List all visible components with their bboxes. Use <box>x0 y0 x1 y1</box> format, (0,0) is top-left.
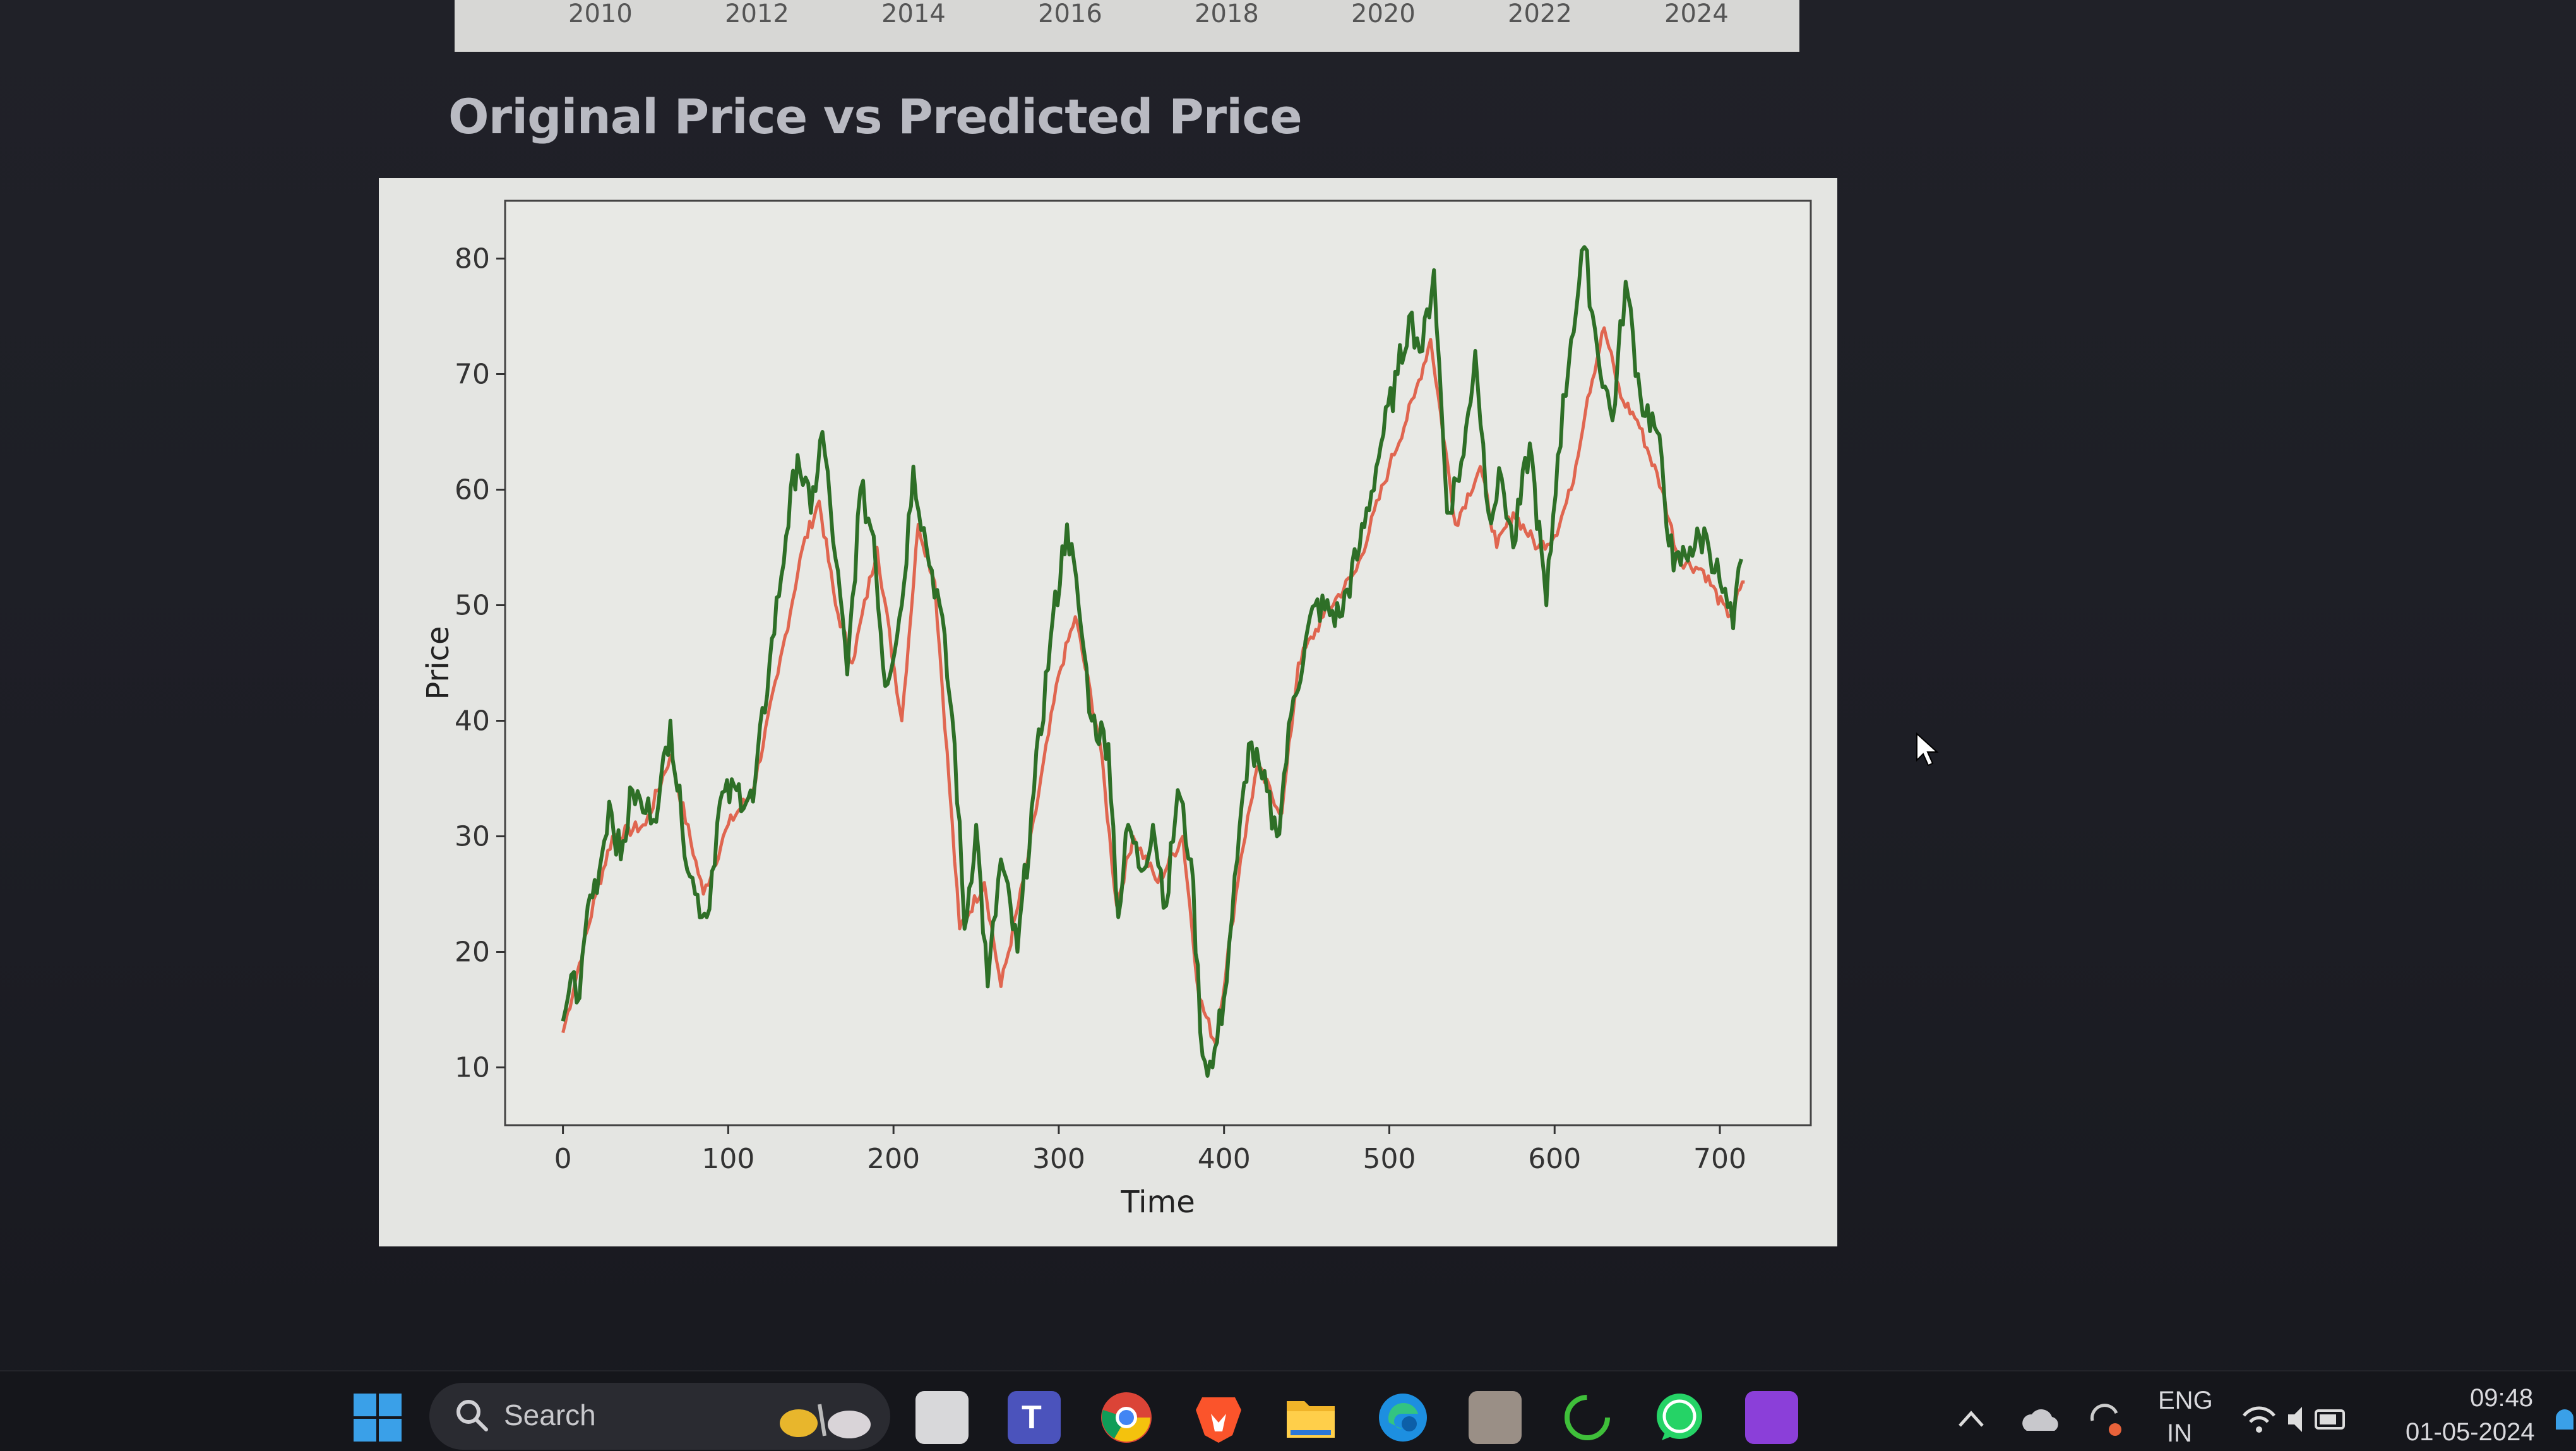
loading-app-icon[interactable] <box>1561 1391 1614 1444</box>
year-label: 2022 <box>1508 0 1572 28</box>
x-tick-label: 500 <box>1363 1143 1416 1175</box>
year-label: 2020 <box>1351 0 1416 28</box>
mouse-pointer-icon <box>1916 732 1939 767</box>
chrome-icon[interactable] <box>1100 1391 1153 1444</box>
chart-figure: 10 20 30 40 50 60 70 80 0 100 200 300 400 500 600 700 … <box>379 178 1837 1246</box>
y-tick-label: 70 <box>455 359 490 391</box>
year-label: 2024 <box>1664 0 1729 28</box>
clock-date[interactable]: 01-05-2024 <box>2406 1418 2535 1446</box>
sync-icon[interactable] <box>2085 1400 2125 1441</box>
y-tick-label: 80 <box>455 243 490 275</box>
y-tick-label: 50 <box>455 590 490 622</box>
teams-icon[interactable]: T <box>1008 1391 1061 1444</box>
folder-icon[interactable] <box>1284 1391 1337 1444</box>
year-label: 2014 <box>881 0 946 28</box>
x-axis-ticks: 0 100 200 300 400 500 600 700 <box>554 1125 1746 1175</box>
search-icon <box>456 1400 488 1431</box>
region-indicator[interactable]: IN <box>2167 1419 2192 1447</box>
year-label: 2016 <box>1038 0 1102 28</box>
x-tick-label: 700 <box>1693 1143 1746 1175</box>
year-label: 2010 <box>568 0 633 28</box>
y-axis-label: Price <box>420 626 456 700</box>
photos-app-icon[interactable] <box>1469 1391 1522 1444</box>
show-hidden-icons-chevron-icon[interactable] <box>1957 1408 1985 1430</box>
x-tick-label: 400 <box>1198 1143 1251 1175</box>
language-indicator[interactable]: ENG <box>2158 1387 2213 1414</box>
year-label: 2018 <box>1195 0 1259 28</box>
x-tick-label: 200 <box>867 1143 920 1175</box>
original-price-line <box>561 245 1743 1078</box>
y-tick-label: 30 <box>455 821 490 853</box>
plot-area <box>504 200 1812 1126</box>
file-explorer-taskview-icon[interactable] <box>915 1391 969 1444</box>
year-label: 2012 <box>725 0 789 28</box>
x-tick-label: 0 <box>554 1143 572 1175</box>
network-volume-battery-icons[interactable] <box>2240 1400 2354 1438</box>
clipchamp-icon[interactable] <box>1745 1391 1798 1444</box>
previous-chart-strip: 2010 2012 2014 2016 2018 2020 2022 2024 <box>455 0 1799 52</box>
notification-bell-icon[interactable] <box>2551 1402 2576 1440</box>
y-tick-label: 10 <box>455 1052 490 1084</box>
start-button[interactable] <box>351 1391 404 1444</box>
x-tick-label: 300 <box>1032 1143 1085 1175</box>
clock-time[interactable]: 09:48 <box>2470 1384 2534 1412</box>
x-tick-label: 600 <box>1528 1143 1581 1175</box>
edge-icon[interactable] <box>1376 1391 1429 1444</box>
search-highlight-icon <box>780 1404 871 1438</box>
y-axis-ticks: 10 20 30 40 50 60 70 80 <box>455 243 505 1084</box>
brave-icon[interactable] <box>1192 1391 1245 1444</box>
y-tick-label: 20 <box>455 936 490 969</box>
chart-heading: Original Price vs Predicted Price <box>448 88 1303 145</box>
series-layer <box>561 245 1745 1078</box>
windows-logo-icon <box>354 1394 402 1442</box>
x-axis-label: Time <box>1120 1185 1195 1220</box>
y-tick-label: 40 <box>455 705 490 737</box>
taskbar-search[interactable]: Search <box>429 1383 890 1450</box>
whatsapp-icon[interactable] <box>1653 1391 1706 1444</box>
y-tick-label: 60 <box>455 474 490 506</box>
onedrive-cloud-icon[interactable] <box>2020 1403 2061 1438</box>
x-tick-label: 100 <box>701 1143 754 1175</box>
